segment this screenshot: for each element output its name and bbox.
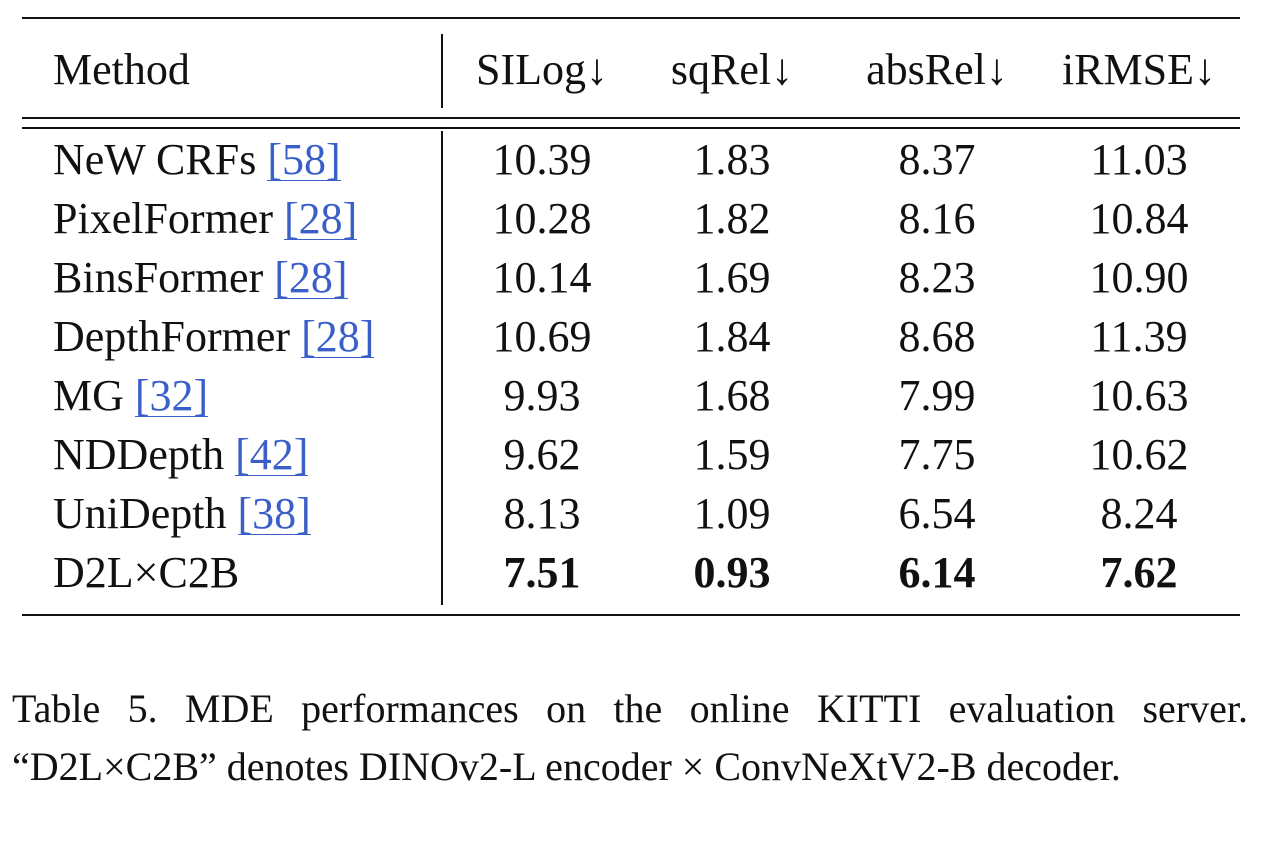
absrel-cell: 8.37	[898, 135, 976, 184]
header-double-rule-bottom	[22, 127, 1240, 129]
table-row: MG [32] 9.93 1.68 7.99 10.63	[22, 366, 1240, 425]
absrel-cell: 7.99	[898, 371, 976, 420]
method-name: D2L×C2B	[53, 548, 240, 597]
table-header-row: Method SILog↓ sqRel↓ absRel↓ iRMSE↓	[22, 35, 1240, 105]
method-name: MG	[53, 371, 124, 420]
method-cell: MG [32]	[53, 366, 209, 425]
method-cell: NeW CRFs [58]	[53, 130, 341, 189]
table-row: PixelFormer [28] 10.28 1.82 8.16 10.84	[22, 189, 1240, 248]
absrel-cell: 6.54	[898, 489, 976, 538]
method-name: NeW CRFs	[53, 135, 257, 184]
absrel-cell: 8.16	[898, 194, 976, 243]
table-top-rule	[22, 17, 1240, 19]
table-row: NeW CRFs [58] 10.39 1.83 8.37 11.03	[22, 130, 1240, 189]
table-bottom-rule	[22, 614, 1240, 616]
citation-link[interactable]: [58]	[267, 135, 341, 184]
method-cell: DepthFormer [28]	[53, 307, 375, 366]
header-irmse: iRMSE↓	[1061, 45, 1217, 94]
silog-cell: 9.93	[503, 371, 581, 420]
absrel-cell: 8.68	[898, 312, 976, 361]
absrel-cell: 7.75	[898, 430, 976, 479]
header-method: Method	[53, 45, 190, 94]
header-absrel: absRel↓	[866, 45, 1008, 94]
silog-cell: 10.14	[492, 253, 592, 302]
body-column-divider	[441, 131, 443, 605]
method-name: BinsFormer	[53, 253, 264, 302]
silog-cell: 10.69	[492, 312, 592, 361]
irmse-cell: 11.39	[1090, 312, 1188, 361]
irmse-cell: 10.90	[1089, 253, 1189, 302]
method-name: NDDepth	[53, 430, 225, 479]
irmse-cell-best: 7.62	[1100, 548, 1178, 597]
sqrel-cell: 1.69	[693, 253, 771, 302]
table-row: NDDepth [42] 9.62 1.59 7.75 10.62	[22, 425, 1240, 484]
citation-link[interactable]: [32]	[134, 371, 209, 420]
method-name: DepthFormer	[53, 312, 291, 361]
silog-cell: 10.39	[492, 135, 592, 184]
method-cell: UniDepth [38]	[53, 484, 311, 543]
sqrel-cell: 1.68	[693, 371, 771, 420]
header-sqrel: sqRel↓	[670, 45, 794, 94]
silog-cell: 8.13	[503, 489, 581, 538]
irmse-cell: 10.62	[1089, 430, 1189, 479]
table-row: UniDepth [38] 8.13 1.09 6.54 8.24	[22, 484, 1240, 543]
header-double-rule-top	[22, 117, 1240, 119]
absrel-cell: 8.23	[898, 253, 976, 302]
citation-link[interactable]: [28]	[274, 253, 348, 302]
method-cell: BinsFormer [28]	[53, 248, 348, 307]
method-name: UniDepth	[53, 489, 227, 538]
table-row: DepthFormer [28] 10.69 1.84 8.68 11.39	[22, 307, 1240, 366]
silog-cell: 10.28	[492, 194, 592, 243]
sqrel-cell-best: 0.93	[693, 548, 771, 597]
sqrel-cell: 1.09	[693, 489, 771, 538]
sqrel-cell: 1.82	[693, 194, 771, 243]
citation-link[interactable]: [28]	[301, 312, 375, 361]
citation-link[interactable]: [28]	[283, 194, 358, 243]
table-row-ours: D2L×C2B 7.51 0.93 6.14 7.62	[22, 543, 1240, 602]
citation-link[interactable]: [38]	[237, 489, 311, 538]
method-cell: D2L×C2B	[53, 543, 239, 602]
table-caption: Table 5. MDE performances on the online …	[12, 686, 1248, 789]
sqrel-cell: 1.83	[693, 135, 771, 184]
silog-cell: 9.62	[503, 430, 581, 479]
silog-cell-best: 7.51	[503, 548, 581, 597]
table-row: BinsFormer [28] 10.14 1.69 8.23 10.90	[22, 248, 1240, 307]
irmse-cell: 10.84	[1089, 194, 1189, 243]
irmse-cell: 10.63	[1089, 371, 1189, 420]
header-silog: SILog↓	[476, 45, 608, 94]
method-name: PixelFormer	[53, 194, 273, 243]
header-column-divider	[441, 34, 443, 108]
irmse-cell: 11.03	[1090, 135, 1188, 184]
sqrel-cell: 1.59	[693, 430, 771, 479]
method-cell: NDDepth [42]	[53, 425, 309, 484]
absrel-cell-best: 6.14	[898, 548, 976, 597]
sqrel-cell: 1.84	[693, 312, 771, 361]
table-body: NeW CRFs [58] 10.39 1.83 8.37 11.03 Pixe…	[22, 130, 1240, 602]
irmse-cell: 8.24	[1100, 489, 1178, 538]
method-cell: PixelFormer [28]	[53, 189, 358, 248]
citation-link[interactable]: [42]	[235, 430, 309, 479]
